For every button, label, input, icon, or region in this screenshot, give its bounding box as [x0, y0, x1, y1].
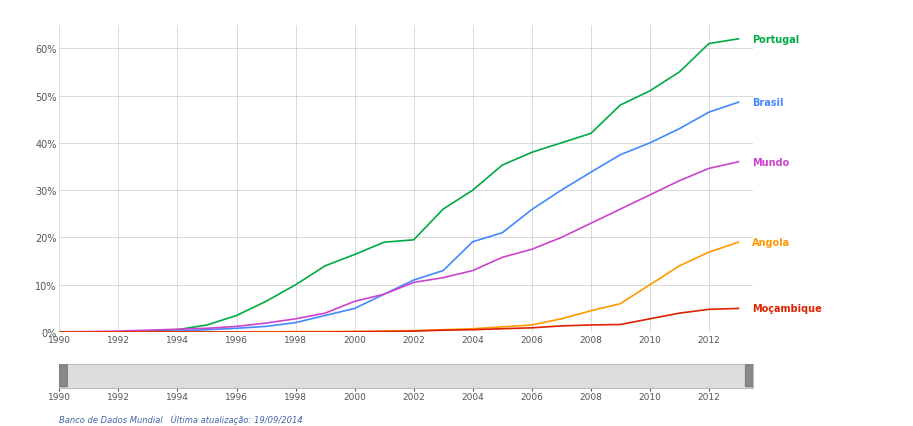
Text: Mundo: Mundo	[752, 158, 789, 167]
FancyBboxPatch shape	[745, 365, 754, 387]
Text: Banco de Dados Mundial   Última atualização: 19/09/2014: Banco de Dados Mundial Última atualizaçã…	[59, 413, 303, 424]
Text: Angola: Angola	[752, 238, 790, 248]
Text: Moçambique: Moçambique	[752, 304, 822, 314]
FancyBboxPatch shape	[58, 365, 68, 387]
Text: Brasil: Brasil	[752, 98, 783, 108]
Text: Portugal: Portugal	[752, 35, 799, 45]
